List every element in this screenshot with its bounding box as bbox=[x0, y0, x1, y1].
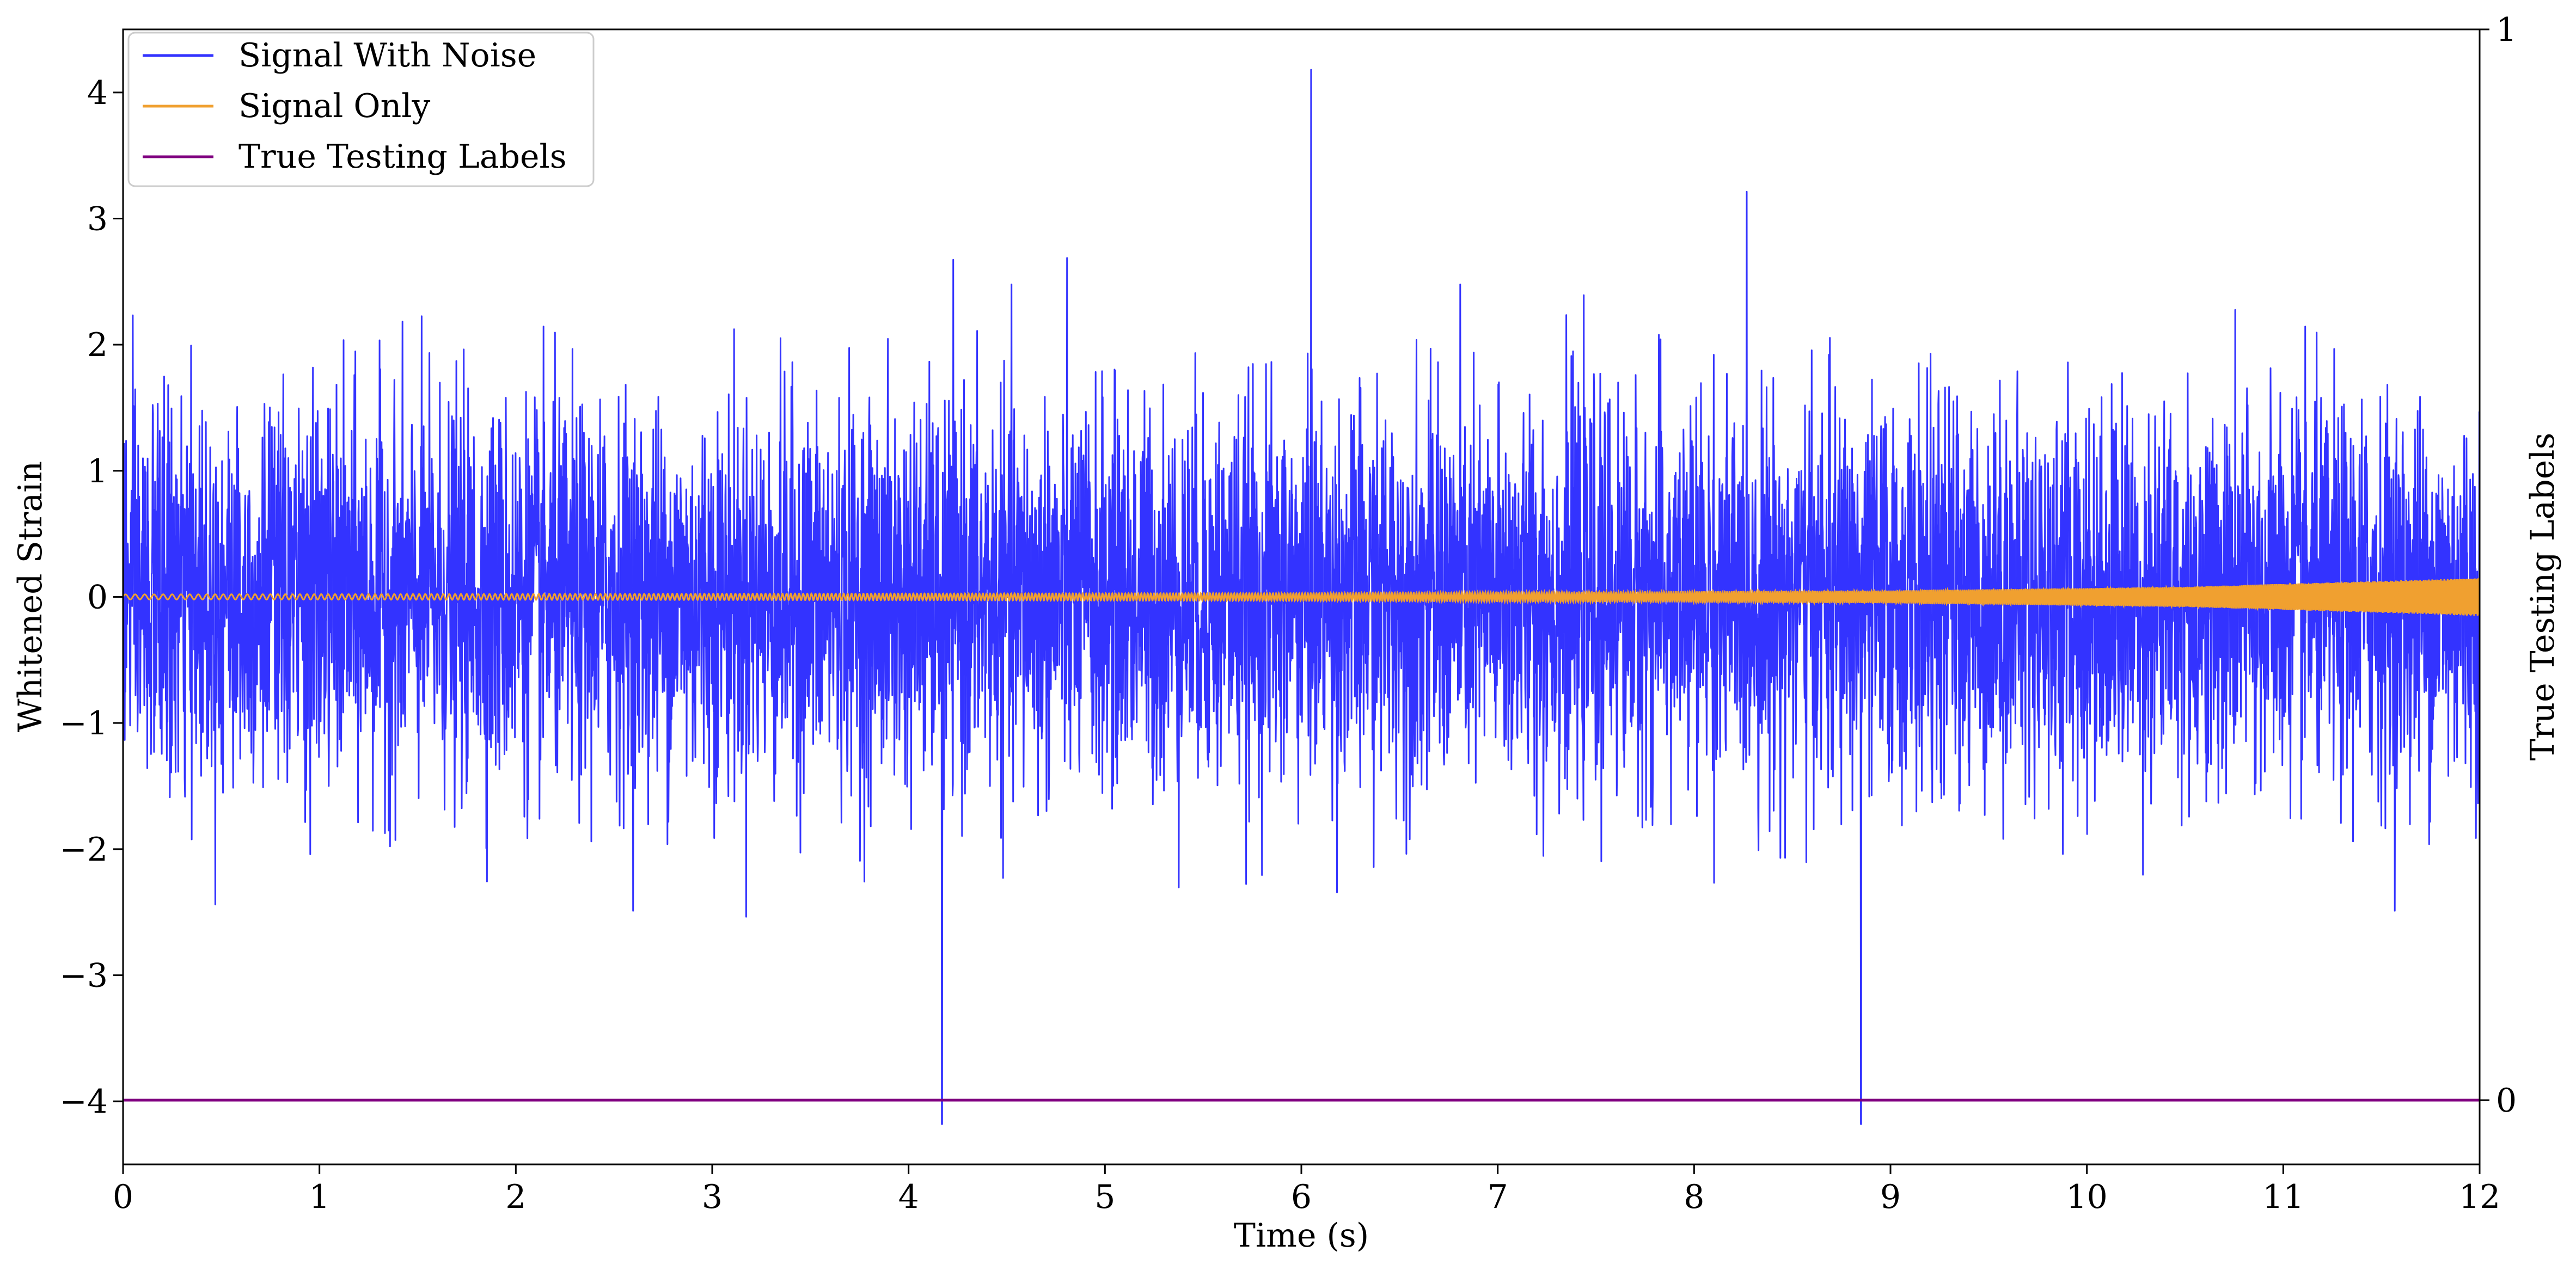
series-signal-only bbox=[123, 578, 2480, 617]
x-tick-label: 1 bbox=[309, 1178, 330, 1216]
legend: Signal With Noise Signal Only True Testi… bbox=[127, 32, 595, 187]
x-tick-label: 3 bbox=[702, 1178, 723, 1216]
y-tick-label: −1 bbox=[60, 704, 108, 743]
y-tick-label: 4 bbox=[87, 74, 108, 112]
y-tick-label: 1 bbox=[87, 452, 108, 490]
legend-box bbox=[127, 32, 595, 187]
x-tick-label: 9 bbox=[1880, 1178, 1901, 1216]
x-tick-label: 10 bbox=[2066, 1178, 2107, 1216]
x-tick-label: 4 bbox=[898, 1178, 919, 1216]
x-tick-label: 0 bbox=[113, 1178, 133, 1216]
series-signal-with-noise bbox=[123, 69, 2480, 1125]
y-axis-label: Whitened Strain bbox=[11, 461, 50, 732]
y-tick-label: 0 bbox=[87, 579, 108, 617]
y-tick-label: −2 bbox=[60, 831, 108, 869]
x-tick-label: 11 bbox=[2262, 1178, 2304, 1216]
legend-label-true-testing-labels: True Testing Labels bbox=[238, 138, 567, 176]
x-tick-label: 12 bbox=[2459, 1178, 2500, 1216]
y2-tick-label: 1 bbox=[2496, 11, 2517, 49]
y2-axis-label: True Testing Labels bbox=[2524, 433, 2562, 761]
x-tick-label: 8 bbox=[1684, 1178, 1704, 1216]
y-tick-label: 2 bbox=[87, 326, 108, 364]
y-tick-label: −3 bbox=[60, 957, 108, 995]
y-tick-label: 3 bbox=[87, 200, 108, 238]
x-tick-label: 7 bbox=[1488, 1178, 1508, 1216]
legend-label-signal-with-noise: Signal With Noise bbox=[238, 36, 536, 75]
x-tick-label: 2 bbox=[505, 1178, 526, 1216]
x-tick-label: 6 bbox=[1291, 1178, 1312, 1216]
y2-tick-label: 0 bbox=[2496, 1082, 2517, 1120]
legend-label-signal-only: Signal Only bbox=[238, 87, 430, 125]
x-axis-label: Time (s) bbox=[1234, 1217, 1369, 1255]
x-tick-label: 5 bbox=[1094, 1178, 1115, 1216]
y-tick-label: −4 bbox=[60, 1083, 108, 1121]
